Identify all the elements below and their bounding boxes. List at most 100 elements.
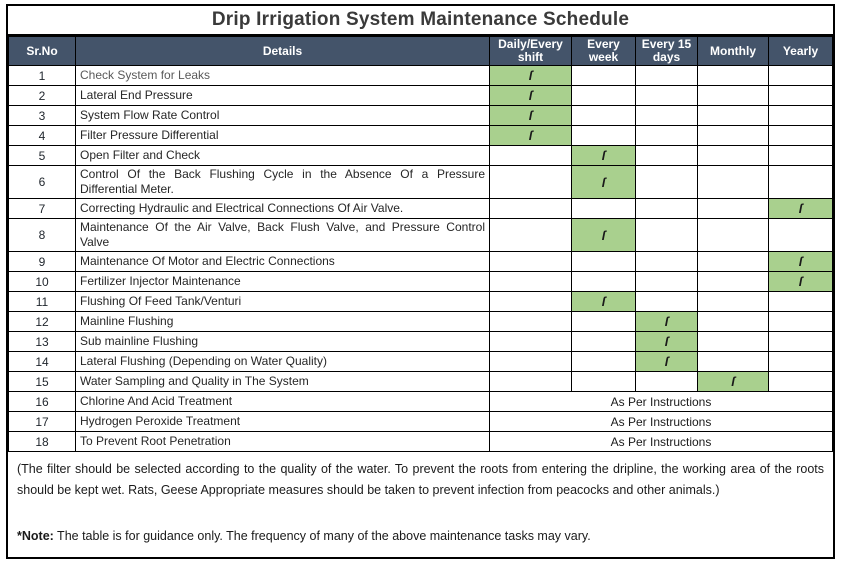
footer-notes: (The filter should be selected according… [8, 452, 833, 557]
check-cell-yearly: ſ [768, 251, 833, 272]
table-row: 5 Open Filter and Check ſ [8, 145, 833, 166]
row-number: 12 [8, 311, 76, 332]
table-row: 18 To Prevent Root Penetration As Per Inst… [8, 431, 833, 452]
check-cell-week: ſ [571, 291, 636, 312]
empty-frequency-cell [768, 371, 833, 392]
check-cell-days15: ſ [635, 311, 698, 332]
empty-frequency-cell [571, 351, 636, 372]
empty-frequency-cell [768, 291, 833, 312]
check-cell-daily: ſ [489, 125, 572, 146]
check-cell-yearly: ſ [768, 271, 833, 292]
filter-guidance-paragraph: (The filter should be selected according… [17, 462, 824, 497]
note-text: The table is for guidance only. The freq… [53, 529, 591, 543]
task-details: Chlorine And Acid Treatment [75, 391, 490, 412]
empty-frequency-cell [635, 271, 698, 292]
empty-frequency-cell [697, 125, 769, 146]
empty-frequency-cell [489, 271, 572, 292]
empty-frequency-cell [768, 331, 833, 352]
as-per-instructions-cell: As Per Instructions [489, 391, 833, 412]
row-number: 11 [8, 291, 76, 312]
empty-frequency-cell [697, 331, 769, 352]
row-number: 5 [8, 145, 76, 166]
row-number: 4 [8, 125, 76, 146]
empty-frequency-cell [697, 198, 769, 219]
empty-frequency-cell [635, 165, 698, 199]
empty-frequency-cell [697, 218, 769, 252]
check-cell-monthly: ſ [697, 371, 769, 392]
empty-frequency-cell [635, 218, 698, 252]
task-details: Check System for Leaks [75, 65, 490, 86]
header-row: Sr.No Details Daily/Every shift Every we… [8, 36, 833, 66]
empty-frequency-cell [571, 311, 636, 332]
empty-frequency-cell [489, 311, 572, 332]
column-header-monthly: Monthly [697, 36, 769, 66]
task-details: Fertilizer Injector Maintenance [75, 271, 490, 292]
table-row: 7 Correcting Hydraulic and Electrical Con… [8, 198, 833, 219]
check-cell-week: ſ [571, 218, 636, 252]
empty-frequency-cell [635, 85, 698, 106]
row-number: 13 [8, 331, 76, 352]
column-header-daily: Daily/Every shift [489, 36, 572, 66]
table-row: 4 Filter Pressure Differential ſ [8, 125, 833, 146]
column-header-yearly: Yearly [768, 36, 833, 66]
row-number: 3 [8, 105, 76, 126]
column-header-srno: Sr.No [8, 36, 76, 66]
empty-frequency-cell [768, 105, 833, 126]
note-line: *Note: The table is for guidance only. T… [17, 526, 824, 547]
column-header-weekly: Every week [571, 36, 636, 66]
row-number: 16 [8, 391, 76, 412]
empty-frequency-cell [635, 125, 698, 146]
column-header-details: Details [75, 36, 490, 66]
empty-frequency-cell [697, 65, 769, 86]
empty-frequency-cell [635, 198, 698, 219]
empty-frequency-cell [697, 165, 769, 199]
empty-frequency-cell [635, 371, 698, 392]
row-number: 18 [8, 431, 76, 452]
table-row: 14 Lateral Flushing (Depending on Water Q… [8, 351, 833, 372]
empty-frequency-cell [768, 218, 833, 252]
check-cell-daily: ſ [489, 105, 572, 126]
empty-frequency-cell [571, 198, 636, 219]
empty-frequency-cell [489, 165, 572, 199]
table-row: 17 Hydrogen Peroxide Treatment As Per Inst… [8, 411, 833, 432]
task-details: Sub mainline Flushing [75, 331, 490, 352]
check-cell-daily: ſ [489, 85, 572, 106]
row-number: 2 [8, 85, 76, 106]
task-details: Hydrogen Peroxide Treatment [75, 411, 490, 432]
table-row: 15 Water Sampling and Quality in The Syst… [8, 371, 833, 392]
row-number: 8 [8, 218, 76, 252]
row-number: 15 [8, 371, 76, 392]
empty-frequency-cell [697, 105, 769, 126]
empty-frequency-cell [768, 125, 833, 146]
note-label: *Note: [17, 529, 54, 543]
task-details: System Flow Rate Control [75, 105, 490, 126]
empty-frequency-cell [571, 65, 636, 86]
empty-frequency-cell [697, 271, 769, 292]
task-details: Lateral End Pressure [75, 85, 490, 106]
empty-frequency-cell [489, 331, 572, 352]
table-row: 12 Mainline Flushing ſ [8, 311, 833, 332]
row-number: 6 [8, 165, 76, 199]
column-header-15days: Every 15 days [635, 36, 698, 66]
table-row: 3 System Flow Rate Control ſ [8, 105, 833, 126]
task-details: Filter Pressure Differential [75, 125, 490, 146]
empty-frequency-cell [489, 145, 572, 166]
empty-frequency-cell [571, 331, 636, 352]
empty-frequency-cell [571, 251, 636, 272]
empty-frequency-cell [635, 65, 698, 86]
check-cell-week: ſ [571, 165, 636, 199]
maintenance-schedule-sheet: Drip Irrigation System Maintenance Sched… [6, 4, 835, 559]
empty-frequency-cell [489, 218, 572, 252]
empty-frequency-cell [697, 251, 769, 272]
empty-frequency-cell [489, 291, 572, 312]
as-per-instructions-cell: As Per Instructions [489, 411, 833, 432]
table-row: 16 Chlorine And Acid Treatment As Per Inst… [8, 391, 833, 412]
empty-frequency-cell [768, 65, 833, 86]
table-row: 10 Fertilizer Injector Maintenance ſ [8, 271, 833, 292]
row-number: 7 [8, 198, 76, 219]
task-details: Maintenance Of the Air Valve, Back Flush… [75, 218, 490, 252]
empty-frequency-cell [768, 85, 833, 106]
empty-frequency-cell [697, 145, 769, 166]
check-cell-days15: ſ [635, 331, 698, 352]
row-number: 10 [8, 271, 76, 292]
